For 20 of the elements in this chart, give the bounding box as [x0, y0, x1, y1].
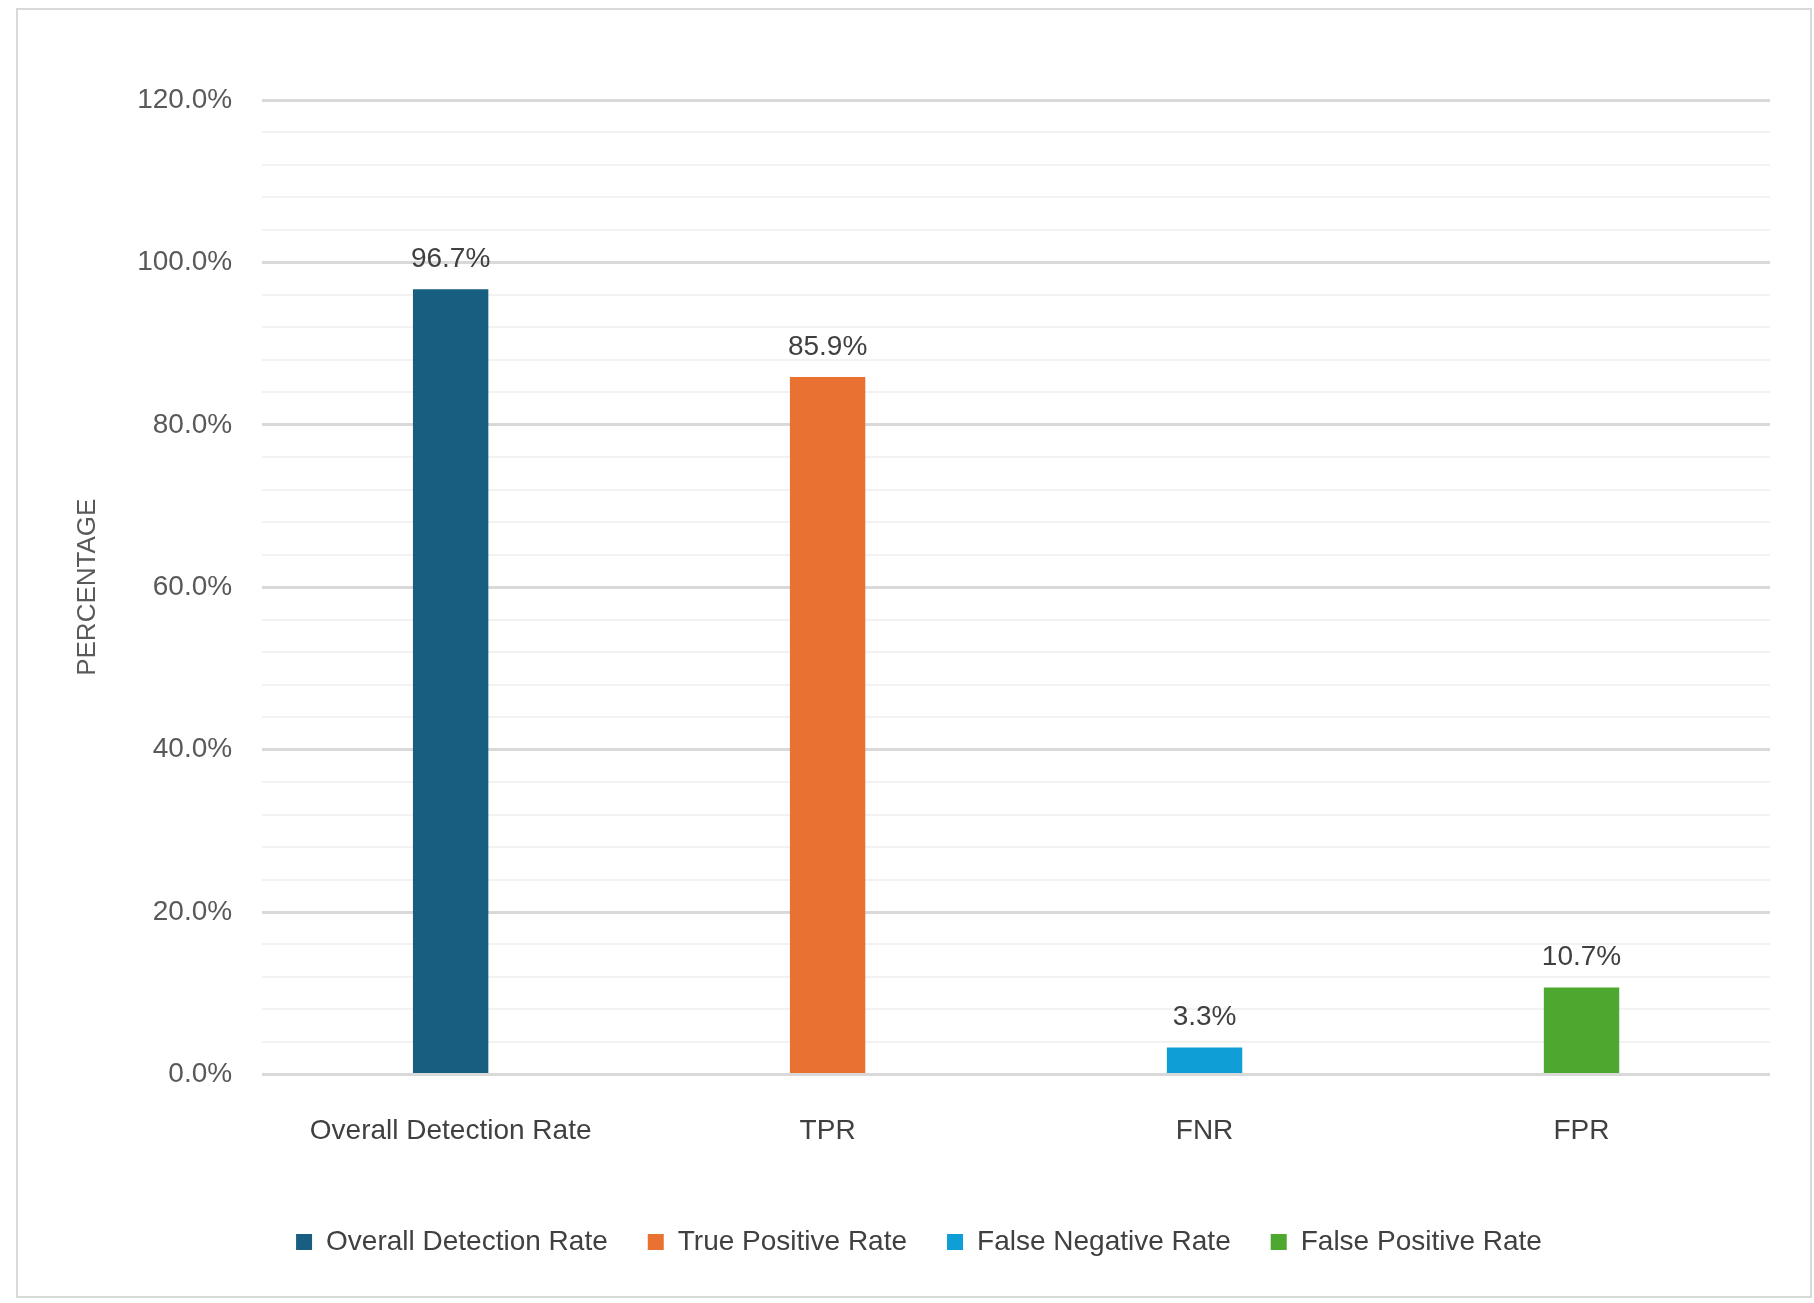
legend-label: False Positive Rate [1300, 1224, 1542, 1256]
data-label: 3.3% [1172, 1000, 1237, 1032]
y-tick-label: 0.0% [168, 1057, 233, 1089]
y-tick-label: 40.0% [152, 732, 233, 764]
legend-label: Overall Detection Rate [326, 1224, 608, 1256]
y-tick-label: 80.0% [152, 407, 233, 439]
legend-label: False Negative Rate [977, 1224, 1231, 1256]
x-tick-label: Overall Detection Rate [309, 1113, 592, 1145]
y-tick-label: 120.0% [137, 82, 233, 114]
y-axis-title: PERCENTAGE [70, 498, 101, 676]
legend-label: True Positive Rate [677, 1224, 908, 1256]
y-tick-label: 60.0% [152, 569, 233, 601]
x-tick-label: FNR [1175, 1113, 1234, 1145]
y-tick-label: 100.0% [137, 245, 233, 277]
data-label: 96.7% [410, 241, 491, 273]
data-label: 85.9% [787, 329, 868, 361]
x-tick-label: TPR [799, 1113, 856, 1145]
x-tick-label: FPR [1553, 1113, 1610, 1145]
y-tick-label: 20.0% [152, 894, 233, 926]
data-label: 10.7% [1541, 940, 1622, 972]
